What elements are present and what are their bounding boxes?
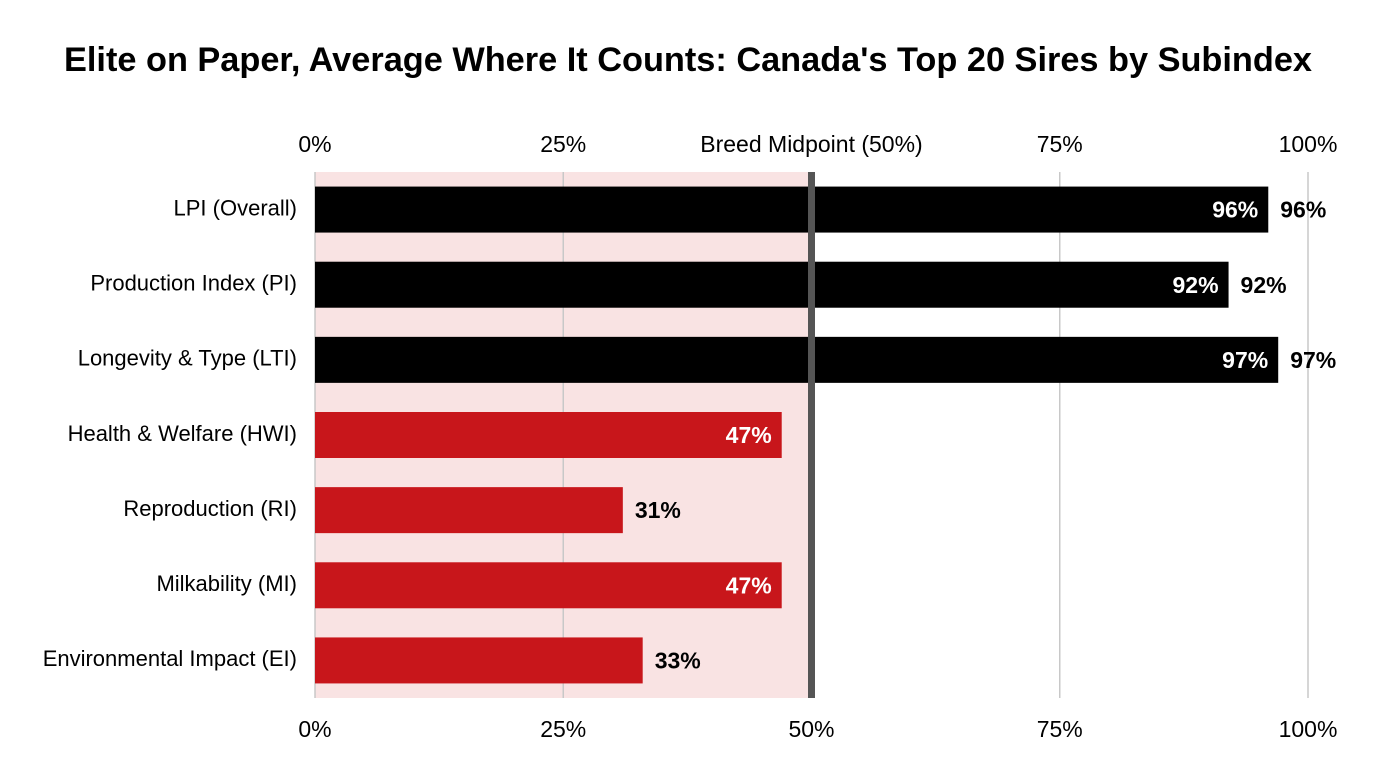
x-tick-label: 100% [1279,716,1338,742]
x-top-tick-label: Breed Midpoint (50%) [700,131,922,157]
y-tick-label: Health & Welfare (HWI) [68,421,297,446]
value-label-outside: 31% [635,497,681,523]
x-top-tick-label: 0% [298,131,331,157]
value-label-inside: 96% [1212,197,1258,223]
bar [315,336,1279,383]
value-label-inside: 47% [726,572,772,598]
y-tick-label: Environmental Impact (EI) [43,646,297,671]
y-tick-label: Reproduction (RI) [123,496,297,521]
value-label-inside: 47% [726,422,772,448]
value-label-outside: 92% [1241,272,1287,298]
value-label-outside: 97% [1290,347,1336,373]
x-top-tick-label: 100% [1279,131,1338,157]
x-tick-label: 50% [788,716,834,742]
bar [315,637,643,684]
value-label-inside: 97% [1222,347,1268,373]
y-tick-label: Milkability (MI) [156,571,297,596]
value-label-outside: 96% [1280,197,1326,223]
value-label-outside: 33% [655,648,701,674]
x-top-tick-label: 25% [540,131,586,157]
y-tick-label: Longevity & Type (LTI) [78,346,297,371]
x-tick-label: 25% [540,716,586,742]
chart-title: Elite on Paper, Average Where It Counts:… [64,41,1312,79]
x-tick-label: 0% [298,716,331,742]
bar [315,261,1229,308]
bar [315,412,782,458]
y-tick-label: LPI (Overall) [174,195,297,220]
bar [315,562,782,609]
x-top-tick-label: 75% [1037,131,1083,157]
y-tick-label: Production Index (PI) [90,271,297,296]
value-label-inside: 92% [1173,272,1219,298]
bar [315,487,623,534]
bar [315,186,1269,233]
x-tick-label: 75% [1037,716,1083,742]
